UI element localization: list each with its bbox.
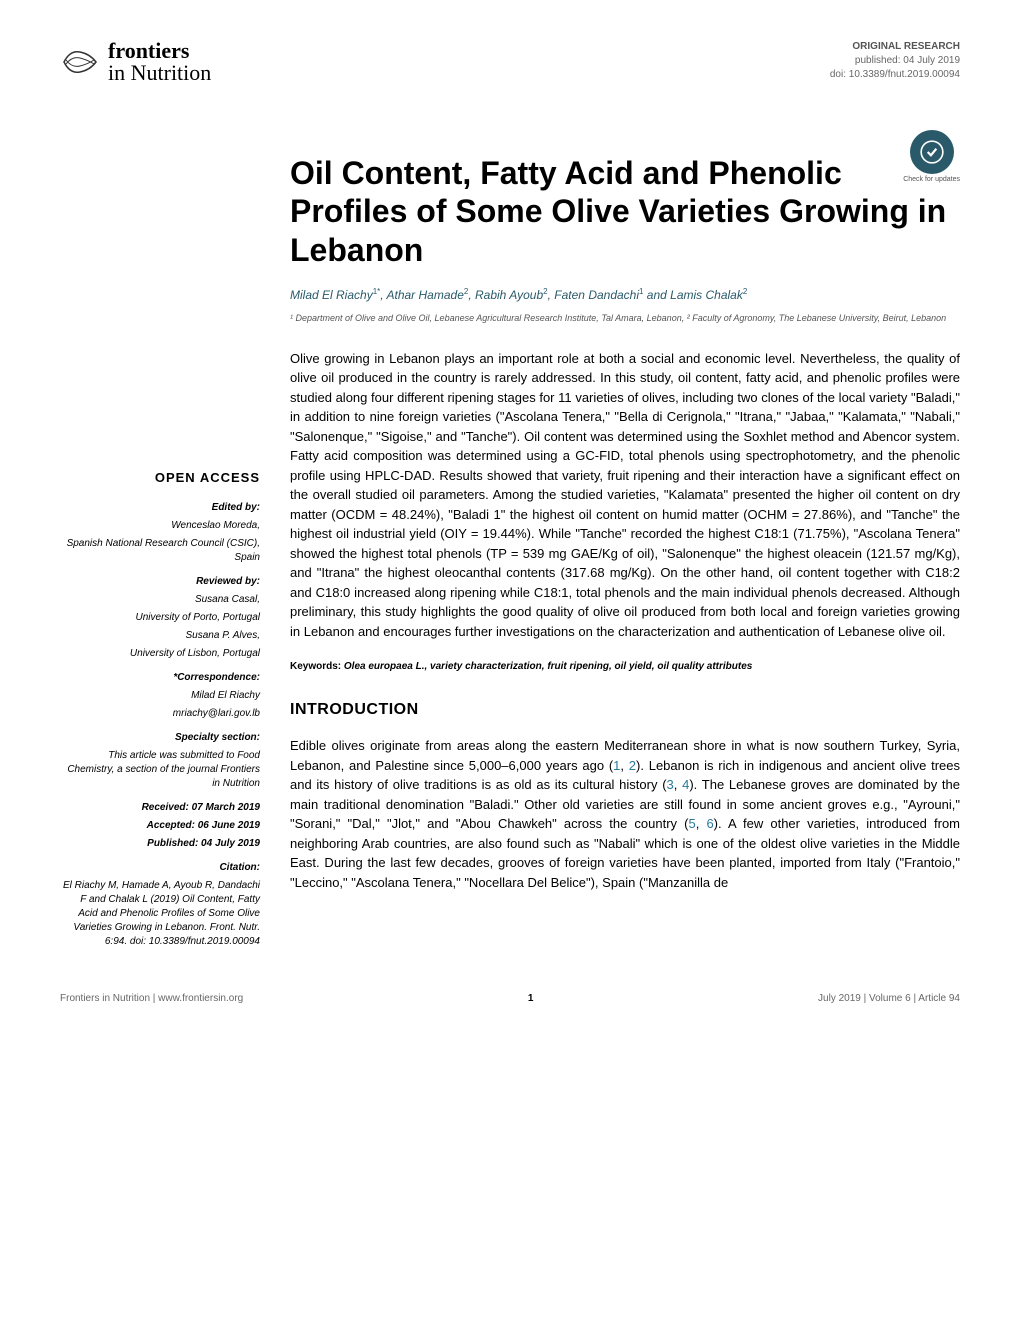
reviewer2-aff: University of Lisbon, Portugal <box>60 647 260 661</box>
correspondence-label: *Correspondence: <box>60 671 260 685</box>
abstract: Olive growing in Lebanon plays an import… <box>290 349 960 642</box>
edited-by-name: Wenceslao Moreda, <box>60 519 260 533</box>
open-access-label: OPEN ACCESS <box>60 469 260 487</box>
article-title: Oil Content, Fatty Acid and Phenolic Pro… <box>290 154 960 269</box>
article-type: ORIGINAL RESEARCH <box>830 40 960 54</box>
authors-line: Milad El Riachy1*, Athar Hamade2, Rabih … <box>290 287 960 302</box>
journal-logo-text: frontiers in Nutrition <box>108 40 211 84</box>
check-updates-label: Check for updates <box>903 176 960 183</box>
edited-by-label: Edited by: <box>60 501 260 515</box>
footer-left: Frontiers in Nutrition | www.frontiersin… <box>60 993 243 1004</box>
page-footer: Frontiers in Nutrition | www.frontiersin… <box>60 993 960 1004</box>
sidebar: OPEN ACCESS Edited by: Wenceslao Moreda,… <box>60 349 260 953</box>
keywords-line: Keywords: Olea europaea L., variety char… <box>290 659 960 674</box>
doi-link[interactable]: doi: 10.3389/fnut.2019.00094 <box>830 69 960 80</box>
two-column-layout: OPEN ACCESS Edited by: Wenceslao Moreda,… <box>60 349 960 953</box>
reviewer1-aff: University of Porto, Portugal <box>60 611 260 625</box>
frontiers-logo-icon <box>60 42 100 82</box>
footer-page-number: 1 <box>528 993 534 1004</box>
introduction-body: Edible olives originate from areas along… <box>290 736 960 892</box>
citation-body: El Riachy M, Hamade A, Ayoub R, Dandachi… <box>60 879 260 949</box>
accepted-date: Accepted: 06 June 2019 <box>60 819 260 833</box>
footer-right: July 2019 | Volume 6 | Article 94 <box>818 993 960 1004</box>
publication-info: ORIGINAL RESEARCH published: 04 July 201… <box>830 40 960 82</box>
edited-by-aff: Spanish National Research Council (CSIC)… <box>60 537 260 565</box>
dates-block: Received: 07 March 2019 Accepted: 06 Jun… <box>60 801 260 851</box>
received-date: Received: 07 March 2019 <box>60 801 260 815</box>
correspondence-email: mriachy@lari.gov.lb <box>60 707 260 721</box>
reviewed-by-label: Reviewed by: <box>60 575 260 589</box>
specialty-label: Specialty section: <box>60 731 260 745</box>
introduction-heading: INTRODUCTION <box>290 698 960 722</box>
header: frontiers in Nutrition ORIGINAL RESEARCH… <box>60 40 960 84</box>
logo-text-bottom: in Nutrition <box>108 62 211 84</box>
keywords-text: Olea europaea L., variety characterizati… <box>344 661 752 672</box>
keywords-label: Keywords: <box>290 661 341 672</box>
journal-logo: frontiers in Nutrition <box>60 40 211 84</box>
specialty-body: This article was submitted to Food Chemi… <box>60 749 260 791</box>
correspondence-name: Milad El Riachy <box>60 689 260 703</box>
citation-label: Citation: <box>60 861 260 875</box>
affiliations: ¹ Department of Olive and Olive Oil, Leb… <box>290 312 960 325</box>
check-updates-badge[interactable]: Check for updates <box>903 130 960 183</box>
main-column: Olive growing in Lebanon plays an import… <box>290 349 960 953</box>
page: frontiers in Nutrition ORIGINAL RESEARCH… <box>0 0 1020 1034</box>
reviewer1-name: Susana Casal, <box>60 593 260 607</box>
logo-text-top: frontiers <box>108 40 211 62</box>
published-date-sidebar: Published: 04 July 2019 <box>60 837 260 851</box>
reviewer2-name: Susana P. Alves, <box>60 629 260 643</box>
check-updates-icon <box>910 130 954 174</box>
published-date: published: 04 July 2019 <box>830 54 960 68</box>
